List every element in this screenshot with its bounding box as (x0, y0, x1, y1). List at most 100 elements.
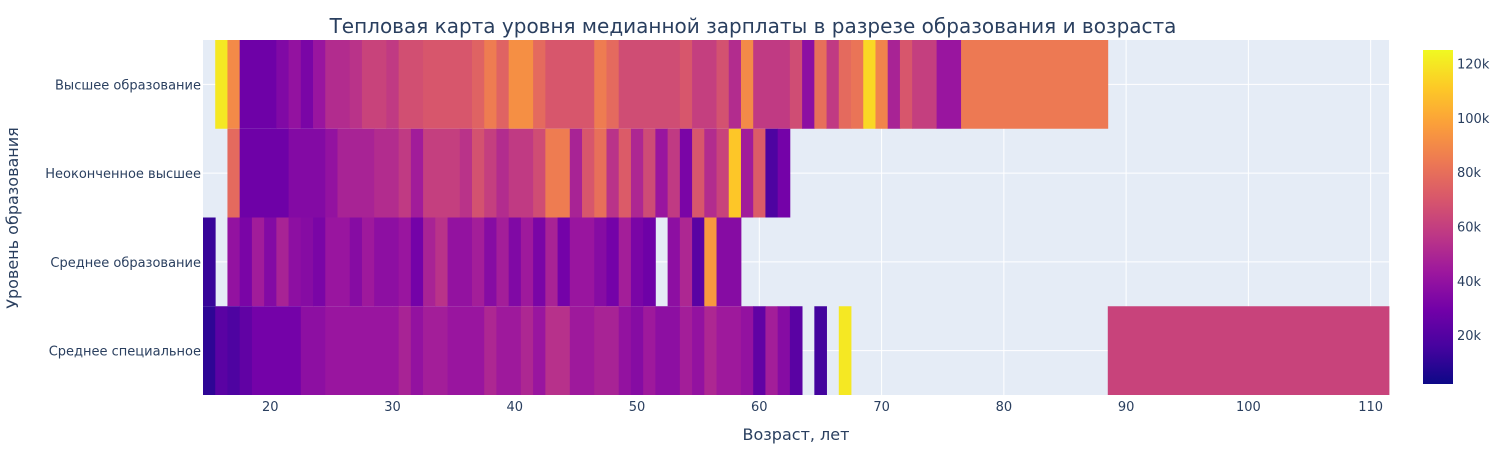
y-tick-label: Среднее специальное (49, 345, 201, 360)
heatmap-cell (740, 306, 754, 395)
heatmap-cell (227, 217, 241, 307)
heatmap-cell (851, 40, 864, 129)
heatmap-cell (471, 128, 485, 218)
x-tick-label: 100 (1236, 400, 1261, 415)
heatmap-cell (704, 128, 717, 218)
x-tick-label: 70 (873, 400, 890, 415)
heatmap-cell (753, 40, 791, 129)
heatmap-cell (435, 217, 448, 307)
heatmap-cell (533, 40, 546, 129)
heatmap-cell (361, 40, 387, 129)
colorbar-tick-label: 40k (1457, 275, 1482, 290)
heatmap-cell (594, 40, 607, 129)
heatmap-cell (471, 40, 485, 129)
x-axis-ticks: 20 30 40 50 60 70 80 90 100 110 (262, 400, 1383, 415)
heatmap-cell (838, 40, 852, 129)
heatmap-cell (410, 217, 424, 307)
heatmap-cell (618, 306, 632, 395)
heatmap-cell (765, 128, 779, 218)
colorbar-tick-label: 20k (1457, 329, 1482, 344)
colorbar-tick-label: 60k (1457, 221, 1482, 236)
x-tick-label: 60 (751, 400, 768, 415)
heatmap-cell (508, 128, 534, 218)
heatmap-cell (484, 128, 497, 218)
heatmap-cell (728, 128, 742, 218)
heatmap-cell (618, 128, 632, 218)
y-axis-title: Уровень образования (3, 127, 22, 309)
heatmap-cell (313, 40, 326, 129)
heatmap-cell (643, 217, 656, 307)
y-axis-ticks: Высшее образование Неоконченное высшее Сре… (45, 78, 201, 359)
heatmap-cell (447, 306, 485, 395)
heatmap-cell (374, 217, 400, 307)
heatmap-cell (655, 306, 681, 395)
heatmap-cell (545, 217, 558, 307)
colorbar-tick-label: 100k (1457, 112, 1490, 127)
heatmap-cell (545, 128, 571, 218)
heatmap-cell (288, 217, 302, 307)
heatmap-cell (325, 306, 400, 395)
x-tick-label: 30 (384, 400, 401, 415)
heatmap-cell (227, 306, 241, 395)
heatmap-cell (545, 306, 571, 395)
heatmap-cell (398, 306, 412, 395)
chart-title: Тепловая карта уровня медианной зарплаты… (329, 14, 1177, 38)
heatmap-cell (582, 128, 595, 218)
heatmap-cell (679, 40, 693, 129)
heatmap-cell (337, 128, 375, 218)
heatmap-cell (606, 128, 620, 218)
heatmap-cell (423, 217, 436, 307)
heatmap-cell (484, 40, 497, 129)
heatmap-cell (239, 217, 253, 307)
heatmap-cell (618, 217, 632, 307)
heatmap-cell (361, 217, 375, 307)
heatmap-cell (410, 128, 424, 218)
heatmap-cell (410, 306, 424, 395)
heatmap-cell (630, 306, 644, 395)
heatmap-cell (203, 217, 216, 307)
heatmap-cell (203, 306, 216, 395)
heatmap-cell (618, 40, 681, 129)
heatmap-cell (239, 40, 277, 129)
heatmap-cell (459, 128, 473, 218)
heatmap-cell (912, 40, 938, 129)
heatmap-cell (374, 128, 400, 218)
heatmap-cell (349, 40, 363, 129)
heatmap-cell (667, 217, 681, 307)
heatmap-cell (692, 128, 705, 218)
heatmap-cell (606, 217, 620, 307)
heatmap-cell (227, 40, 241, 129)
heatmap-cell (300, 40, 314, 129)
heatmap-cell (887, 40, 901, 129)
x-tick-label: 80 (996, 400, 1013, 415)
x-axis-title: Возраст, лет (743, 425, 850, 444)
heatmap-cell (423, 306, 448, 395)
y-tick-label: Неоконченное высшее (45, 167, 201, 182)
heatmap-cell (630, 217, 644, 307)
heatmap-cell (545, 40, 595, 129)
heatmap-cell (692, 217, 705, 307)
heatmap-cell (655, 128, 669, 218)
heatmap-cell (251, 306, 302, 395)
heatmap-cell (227, 128, 241, 218)
colorbar-tick-label: 120k (1457, 58, 1490, 73)
heatmap-cell (300, 306, 326, 395)
heatmap-cell (594, 217, 607, 307)
heatmap-cell (753, 128, 766, 218)
x-tick-label: 110 (1358, 400, 1383, 415)
heatmap-cell (838, 306, 852, 395)
heatmap-cell (447, 217, 473, 307)
heatmap-cell (508, 40, 534, 129)
heatmap-cell (814, 306, 827, 395)
heatmap-cell (899, 40, 913, 129)
heatmap-cell (704, 217, 717, 307)
heatmap-cell (630, 128, 644, 218)
heatmap-cell (496, 217, 510, 307)
heatmap-cell (789, 306, 803, 395)
heatmap-cell (520, 306, 534, 395)
colorbar-tick-label: 80k (1457, 166, 1482, 181)
x-tick-label: 20 (262, 400, 279, 415)
colorbar (1423, 50, 1453, 384)
heatmap-cell (325, 128, 338, 218)
